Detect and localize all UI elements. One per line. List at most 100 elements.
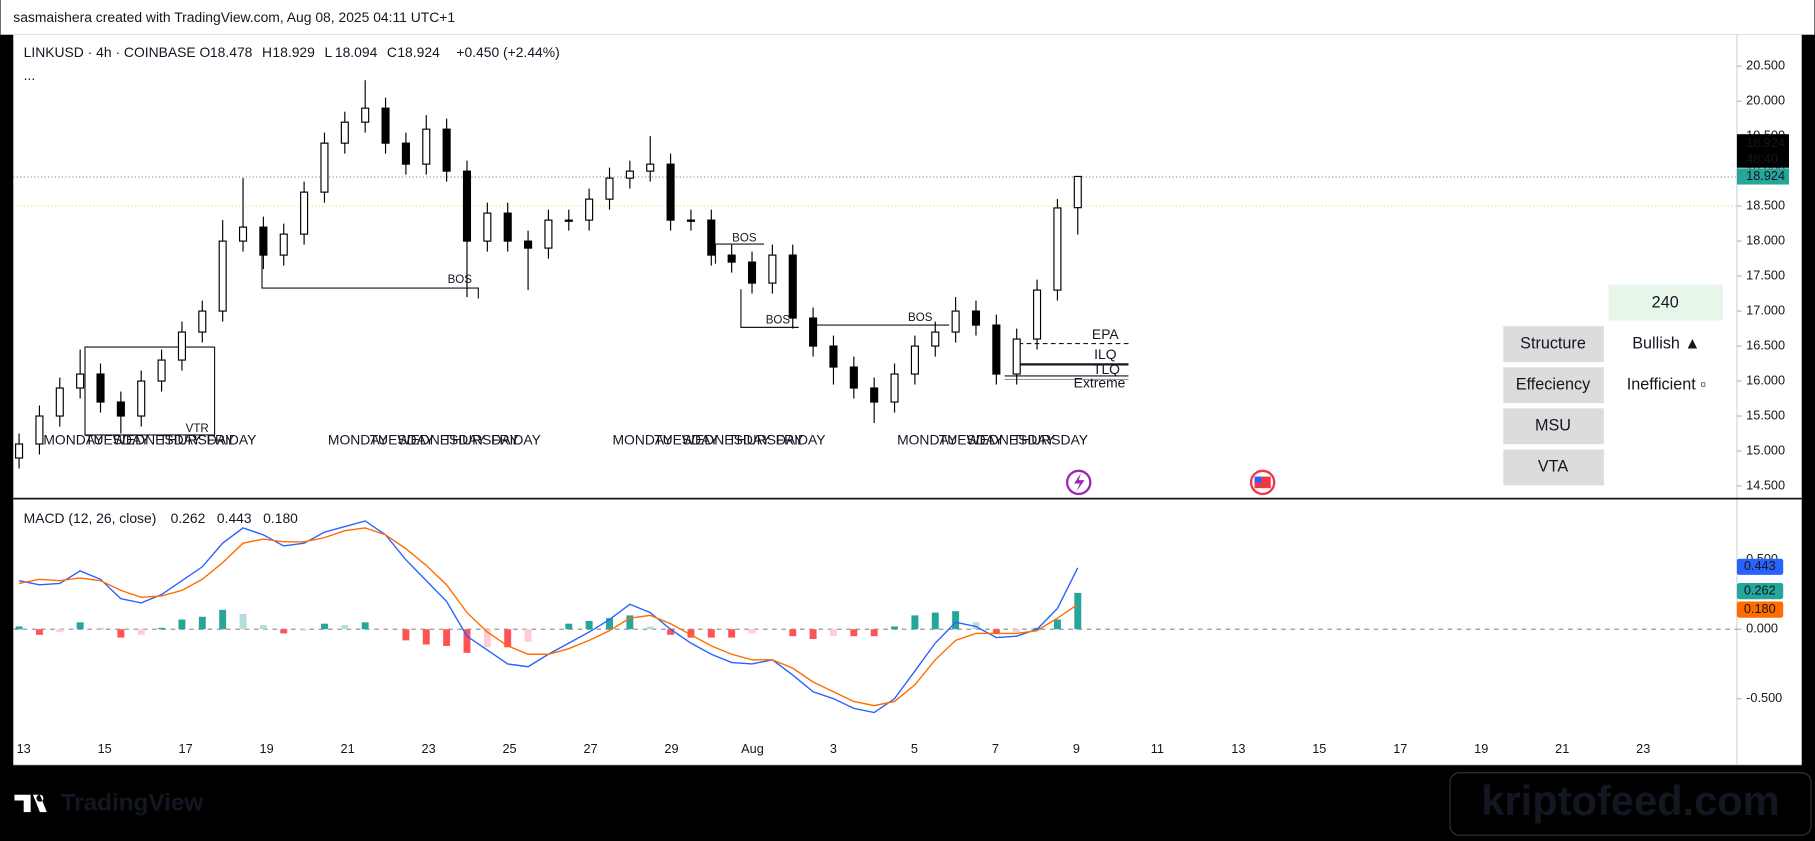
footer-logo: TradingView: [14, 789, 203, 816]
weekday-label: MONDAY: [328, 431, 388, 447]
flag-icon-body: [1254, 476, 1271, 489]
histogram-bar: [870, 629, 878, 637]
candle-body: [259, 226, 268, 256]
histogram-bar: [219, 609, 227, 630]
ohlc-key: C: [387, 44, 397, 60]
candle-body: [727, 254, 736, 263]
panel-label: Structure: [1520, 334, 1586, 352]
annotation: EPA: [1092, 326, 1119, 342]
ohlc-key: L: [324, 44, 332, 60]
ohlc-value: 18.924: [397, 44, 440, 60]
candle-body: [15, 443, 24, 459]
symbol: LINKUSD · 4h · COINBASE: [24, 44, 196, 60]
histogram-bar: [829, 629, 837, 637]
histogram-bar: [606, 618, 613, 630]
histogram-bar: [158, 627, 166, 630]
x-tick-label: 23: [1636, 741, 1650, 756]
weekday-label: TUESDAY: [370, 431, 435, 447]
panel-label: VTA: [1538, 458, 1568, 476]
y-tick-label: 15.500: [1746, 407, 1785, 422]
histogram-bar: [56, 629, 64, 633]
x-tick-label: 17: [1393, 741, 1407, 756]
candle-body: [1073, 175, 1082, 209]
candle-body: [1033, 289, 1042, 340]
annotation: BOS: [766, 314, 791, 326]
candle-body: [931, 331, 940, 347]
price-label-box: [1736, 134, 1789, 168]
histogram-bar: [504, 629, 512, 648]
histogram-bar: [300, 629, 308, 631]
candle-body: [910, 345, 919, 375]
event-icon-bolt: [1074, 473, 1085, 492]
annotation: Extreme: [1074, 375, 1126, 391]
weekday-label: WEDNESDAY: [113, 431, 201, 447]
weekday-label: THURSDAY: [444, 431, 519, 447]
candle-body: [96, 373, 105, 403]
macd-line: [18, 527, 1079, 707]
x-tick-label: 7: [992, 741, 999, 756]
bos-line: [261, 252, 479, 299]
candle-body: [157, 359, 166, 382]
histogram-bar: [667, 629, 675, 635]
weekday-label: THURSDAY: [159, 431, 234, 447]
candle-body: [55, 387, 64, 417]
weekday-label: FRIDAY: [776, 431, 826, 447]
annotation: VTR: [186, 423, 209, 435]
candle-body: [605, 177, 614, 200]
candle-body: [951, 310, 960, 333]
histogram-bar: [728, 629, 736, 638]
histogram-bar: [97, 627, 104, 630]
weekday-label: TUESDAY: [654, 431, 719, 447]
panel-timeframe: 240: [1652, 293, 1679, 311]
axis-value-label: 0.180: [1744, 601, 1776, 616]
x-tick-label: 3: [830, 741, 837, 756]
price-label: 18.924: [1746, 135, 1785, 150]
panel-cell: [1503, 367, 1604, 404]
candle-body: [116, 401, 125, 417]
y-tick-label: 18.000: [1746, 232, 1785, 247]
candle-body: [198, 310, 207, 333]
ohlc-header: O 18.478 H 18.929 L 18.094 C 18.924 +0.450 (+2.4…: [200, 44, 560, 60]
candle-body: [992, 324, 1001, 375]
histogram-bar: [585, 620, 593, 630]
weekday-label: FRIDAY: [206, 431, 256, 447]
histogram-bar: [931, 612, 939, 630]
y-tick-label: 17.500: [1746, 267, 1785, 282]
histogram-bar: [35, 629, 43, 635]
candle-body: [422, 128, 431, 165]
y-tick-label: 18.500: [1746, 197, 1785, 212]
weekday-label: WEDNESDAY: [682, 431, 770, 447]
histogram-bar: [911, 615, 919, 630]
histogram-bar: [1074, 592, 1082, 630]
flag-icon-canton: [1254, 476, 1262, 483]
ohlc-value: 18.478: [210, 44, 253, 60]
top-bar: [0, 0, 1815, 35]
ohlc-key: H: [262, 44, 272, 60]
annotation: BOS: [732, 232, 757, 244]
x-tick-label: 27: [583, 741, 597, 756]
weekday-label: THURSDAY: [1013, 431, 1088, 447]
histogram-bar: [15, 626, 23, 630]
x-tick-label: 5: [911, 741, 918, 756]
y-tick-label: 15.000: [1746, 442, 1785, 457]
histogram-bar: [361, 622, 369, 630]
x-tick-label: 15: [1312, 741, 1326, 756]
histogram-bar: [280, 629, 288, 634]
more: ...: [24, 67, 36, 83]
candle-body: [971, 310, 981, 326]
candle-body: [544, 219, 553, 249]
weekday-label: MONDAY: [613, 431, 673, 447]
candle-body: [829, 345, 838, 368]
histogram-bar: [524, 629, 532, 642]
y-tick-label: 14.500: [1746, 477, 1785, 492]
candle-body: [788, 254, 797, 319]
logo-mark: [14, 794, 47, 813]
histogram-bar: [626, 615, 634, 630]
y-tick-label: -0.500: [1746, 690, 1782, 705]
candle-body: [483, 212, 492, 242]
panel-label: MSU: [1535, 417, 1571, 435]
bos-line: [714, 243, 765, 264]
candle-body: [849, 366, 858, 389]
candle-body: [890, 373, 899, 403]
logo-text: TradingView: [61, 789, 204, 816]
